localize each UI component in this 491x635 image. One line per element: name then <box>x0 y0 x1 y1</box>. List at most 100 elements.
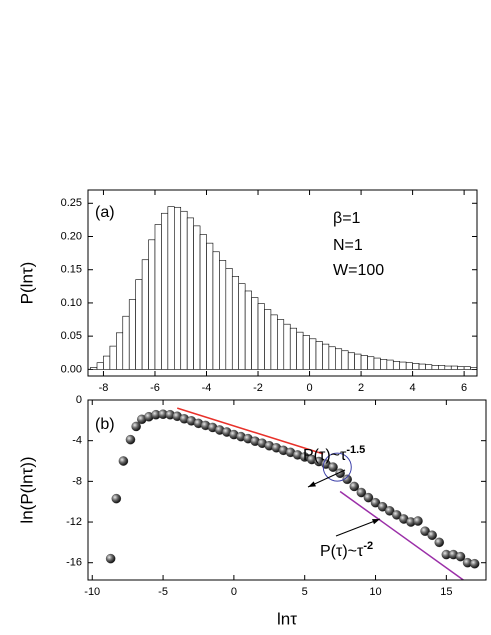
bar <box>347 352 355 370</box>
bar <box>444 365 452 370</box>
bar <box>96 362 104 370</box>
bar <box>399 361 407 370</box>
y-tick-label: 0 <box>76 394 82 406</box>
plot-frame <box>87 189 478 377</box>
reference-label-exponent: -2 <box>363 540 373 552</box>
bar <box>90 367 98 370</box>
bar <box>180 210 188 370</box>
x-tick-label: 2 <box>358 382 364 394</box>
bar <box>141 259 149 370</box>
point <box>111 493 122 504</box>
annotation: (a) <box>95 204 115 221</box>
y-tick-label: 0.00 <box>61 363 82 375</box>
y-tick-label: 0.20 <box>61 230 82 242</box>
point <box>370 497 381 508</box>
bar <box>360 355 368 370</box>
reference-label: P(τ)~τ-1.5 <box>303 444 365 464</box>
bar <box>219 260 227 370</box>
bar <box>289 327 297 370</box>
point <box>328 462 338 472</box>
point <box>434 537 445 548</box>
x-tick-label: -2 <box>253 382 263 394</box>
point <box>356 487 367 498</box>
y-axis-title: ln(P(lnτ)) <box>17 456 36 523</box>
y-tick-label: -8 <box>72 475 82 487</box>
bar <box>296 331 304 370</box>
bar <box>450 365 458 370</box>
bar <box>270 314 278 370</box>
point <box>118 456 129 466</box>
y-tick-label: -16 <box>66 557 82 569</box>
bar <box>277 319 285 370</box>
point <box>342 474 352 485</box>
annotation: N=1 <box>333 237 363 254</box>
reference-label-text: P(τ)~τ <box>303 447 347 464</box>
bar <box>405 362 413 370</box>
bar <box>199 234 207 370</box>
x-tick-label: -8 <box>99 382 109 394</box>
bar <box>470 367 478 370</box>
y-tick-label: 0.15 <box>61 264 82 276</box>
bar <box>212 251 220 370</box>
bar <box>302 335 310 370</box>
bar <box>161 212 169 370</box>
bar <box>380 359 388 370</box>
x-tick-label: -6 <box>150 382 160 394</box>
annotation: (b) <box>95 416 115 433</box>
bar <box>373 357 381 370</box>
x-tick-label: -5 <box>158 586 168 598</box>
bar <box>283 323 291 370</box>
bar <box>322 343 330 370</box>
reference-label-text: P(τ)~τ <box>320 543 364 560</box>
panel: -10 -5 0 5 10 150-4-8-12-16P(τ)~τ-1.5P(τ)~τ-2… <box>17 394 487 628</box>
y-tick-label: 0.05 <box>61 330 82 342</box>
bar <box>412 363 420 370</box>
bar <box>463 366 471 370</box>
bar <box>264 309 272 370</box>
bar <box>238 283 246 370</box>
reference-label: P(τ)~τ-2 <box>320 540 373 560</box>
point <box>377 502 388 512</box>
point <box>420 526 430 536</box>
bar <box>167 206 175 370</box>
x-tick-label: -4 <box>202 382 212 394</box>
bar <box>425 364 433 370</box>
bar <box>328 346 336 370</box>
x-tick-label: 10 <box>369 586 381 598</box>
x-tick-label: 0 <box>306 382 312 394</box>
y-tick-label: 0.10 <box>61 297 82 309</box>
bar <box>109 345 117 370</box>
bar <box>418 363 426 370</box>
bar <box>193 225 201 370</box>
reference-label-exponent: -1.5 <box>346 444 365 456</box>
bar <box>309 338 317 370</box>
point <box>105 553 116 564</box>
bar <box>341 350 349 370</box>
point <box>392 510 402 520</box>
point <box>125 434 136 445</box>
bar <box>186 217 194 370</box>
bar <box>392 361 401 370</box>
bar <box>354 353 362 370</box>
bar <box>174 206 182 370</box>
y-tick-label: -4 <box>72 435 82 447</box>
bar <box>257 303 265 370</box>
point <box>349 481 360 492</box>
reference-line <box>177 407 324 455</box>
x-tick-label: 4 <box>410 382 416 394</box>
arrow-head <box>372 519 380 525</box>
bar <box>103 355 111 370</box>
x-tick-label: 15 <box>440 586 452 598</box>
point <box>131 421 141 432</box>
bar <box>128 299 136 370</box>
x-tick-label: -10 <box>84 586 100 598</box>
bar <box>367 356 375 370</box>
bar <box>154 224 162 370</box>
y-tick-label: 0.25 <box>61 197 82 209</box>
bar <box>244 290 252 370</box>
y-tick-label: -12 <box>66 516 82 528</box>
point <box>363 492 374 503</box>
x-tick-label: 0 <box>231 586 237 598</box>
x-tick-label: 6 <box>461 382 467 394</box>
